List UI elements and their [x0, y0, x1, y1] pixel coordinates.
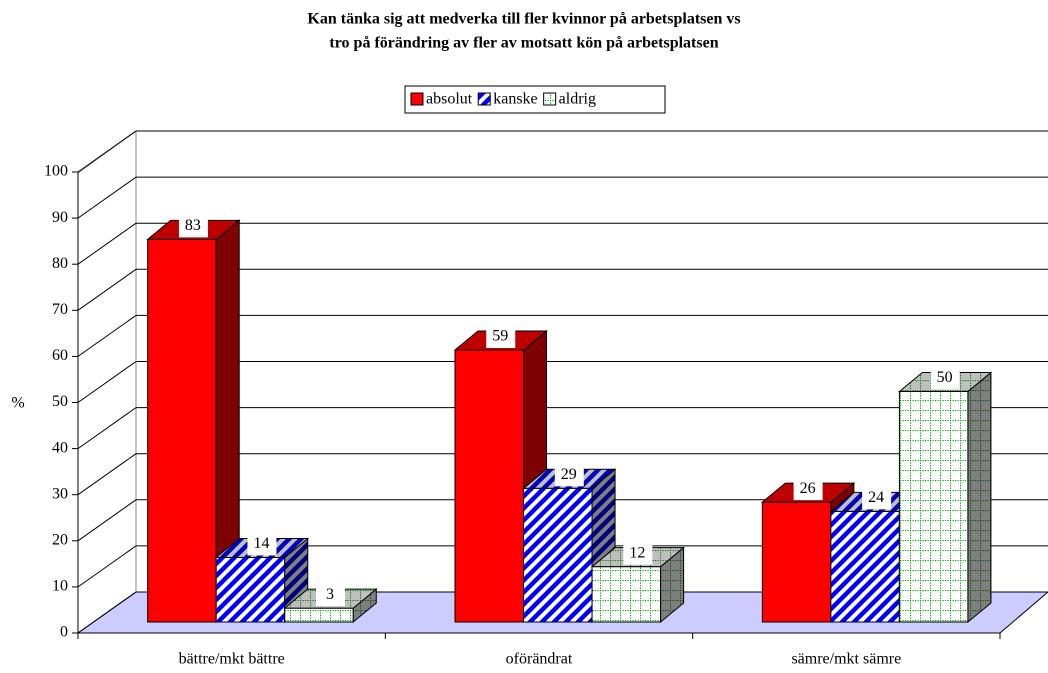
value-label-box	[862, 487, 892, 510]
value-label-box	[178, 215, 208, 238]
bar-side-shade	[353, 589, 377, 622]
value-label: 50	[937, 369, 953, 386]
y-tick-label: 50	[52, 393, 68, 410]
bar: 26	[760, 478, 856, 624]
bar-front	[830, 510, 900, 623]
grid-line	[77, 176, 137, 219]
y-tick-label: 10	[52, 578, 68, 595]
bar-side-shade	[967, 372, 991, 622]
grid-line	[77, 591, 137, 634]
legend-swatch	[410, 92, 424, 106]
value-label-box	[247, 533, 277, 556]
value-label: 14	[253, 535, 269, 552]
grid-line	[77, 407, 137, 450]
chart-title: tro på förändring av fler av motsatt kön…	[329, 35, 718, 52]
grid-line	[77, 499, 137, 542]
bar: 3	[283, 584, 378, 624]
bar: 12	[590, 542, 685, 624]
y-tick-label: 90	[52, 209, 68, 226]
grid-line	[77, 545, 137, 588]
bar: 50	[898, 367, 993, 624]
legend-box	[404, 85, 666, 114]
bar-side-shade	[216, 220, 240, 622]
grid-line	[77, 361, 137, 403]
legend-label: aldrig	[559, 91, 596, 108]
bar-front	[454, 349, 525, 623]
grid-line	[77, 268, 137, 311]
grid-line	[77, 130, 137, 173]
y-tick-label: 0	[60, 624, 68, 641]
grid-line	[77, 222, 137, 265]
value-label: 3	[326, 586, 334, 603]
y-tick-label: 80	[52, 255, 68, 272]
value-label-box	[554, 464, 584, 487]
legend-label: kanske	[493, 91, 537, 108]
value-label: 26	[800, 480, 816, 497]
grid-line	[77, 314, 137, 357]
bar-front	[215, 556, 286, 623]
x-tick-label: sämre/mkt sämre	[791, 651, 901, 668]
value-label-box	[930, 367, 960, 390]
legend: absolut kanske aldrig	[404, 85, 666, 114]
x-tick-label: oförändrat	[506, 651, 573, 668]
y-tick-label: 40	[52, 439, 68, 456]
bar: 83	[146, 215, 241, 624]
bar-front	[147, 238, 217, 623]
bar-front	[523, 487, 593, 623]
bar-front	[284, 607, 354, 623]
legend-swatch	[543, 92, 557, 106]
y-axis-label: %	[11, 395, 24, 412]
bar-front	[591, 566, 662, 623]
y-tick-label: 60	[52, 347, 68, 364]
value-label-box	[316, 584, 346, 607]
value-label: 83	[185, 217, 201, 234]
value-label-box	[486, 326, 516, 349]
value-label-box	[623, 542, 653, 565]
value-label: 59	[492, 328, 508, 345]
y-tick-label: 20	[52, 531, 68, 548]
bar-front	[898, 391, 969, 623]
value-label: 29	[561, 466, 577, 483]
chart-title: Kan tänka sig att medverka till fler kvi…	[307, 11, 740, 28]
value-label-box	[793, 478, 823, 501]
bar-front	[761, 501, 832, 623]
y-tick-label: 100	[44, 163, 68, 180]
grid-line	[77, 453, 137, 496]
bar-side-shade	[660, 547, 684, 622]
legend-swatch	[477, 92, 491, 106]
value-label: 24	[868, 489, 884, 506]
value-label: 12	[629, 544, 645, 561]
legend-label: absolut	[426, 91, 473, 108]
x-tick-label: bättre/mkt bättre	[179, 651, 285, 668]
y-tick-label: 30	[52, 485, 68, 502]
y-tick-label: 70	[52, 301, 68, 318]
